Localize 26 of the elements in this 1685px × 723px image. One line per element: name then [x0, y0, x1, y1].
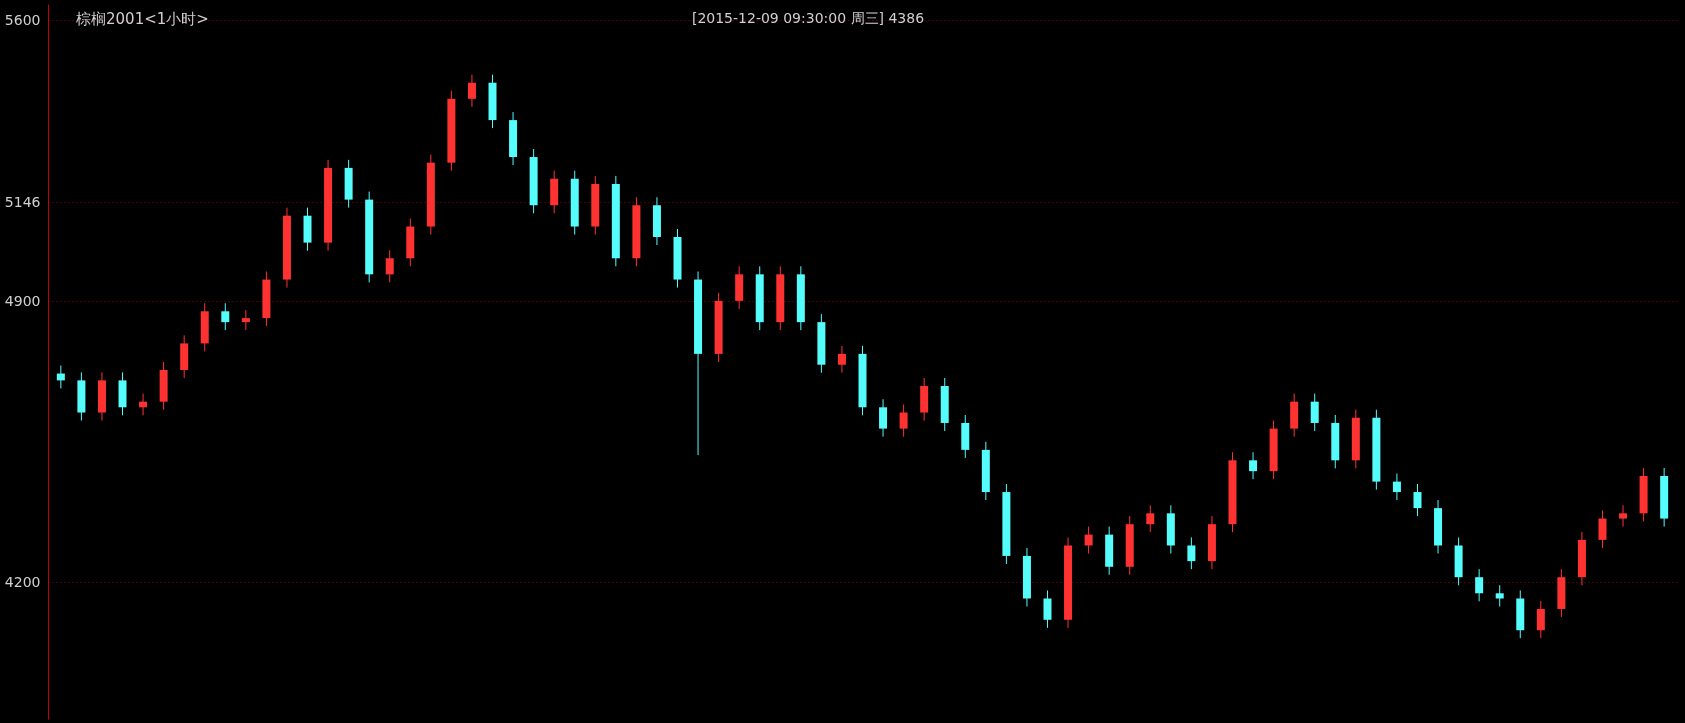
- candlestick: [1249, 451, 1258, 480]
- candlestick: [1187, 536, 1196, 570]
- candlestick: [837, 345, 846, 374]
- candlestick: [879, 398, 888, 438]
- candlestick: [1084, 526, 1093, 555]
- candlestick: [1413, 483, 1422, 517]
- candlestick: [1619, 504, 1628, 528]
- candlestick: [1392, 473, 1401, 501]
- candlestick: [241, 309, 250, 331]
- chart-title: 棕榈2001<1小时>: [76, 10, 209, 28]
- candlestick: [385, 249, 394, 283]
- y-tick-label: 4200: [4, 573, 41, 590]
- annotation: [2015-12-09 09:30:00 周三] 4386: [691, 10, 925, 26]
- y-tick-label: 5600: [4, 11, 41, 28]
- candlestick: [1043, 589, 1052, 629]
- candlestick: [1310, 393, 1319, 432]
- y-tick-label: 5146: [4, 193, 41, 210]
- candlestick: [1475, 568, 1484, 602]
- candlestick: [1146, 504, 1155, 533]
- candlestick: [899, 403, 908, 438]
- candlestick: [221, 302, 230, 331]
- y-tick-label: 4900: [4, 292, 41, 309]
- candlestick: [1536, 600, 1545, 639]
- candlestick: [1598, 510, 1607, 549]
- candlestick: [1495, 584, 1504, 608]
- candlestick: [467, 74, 476, 108]
